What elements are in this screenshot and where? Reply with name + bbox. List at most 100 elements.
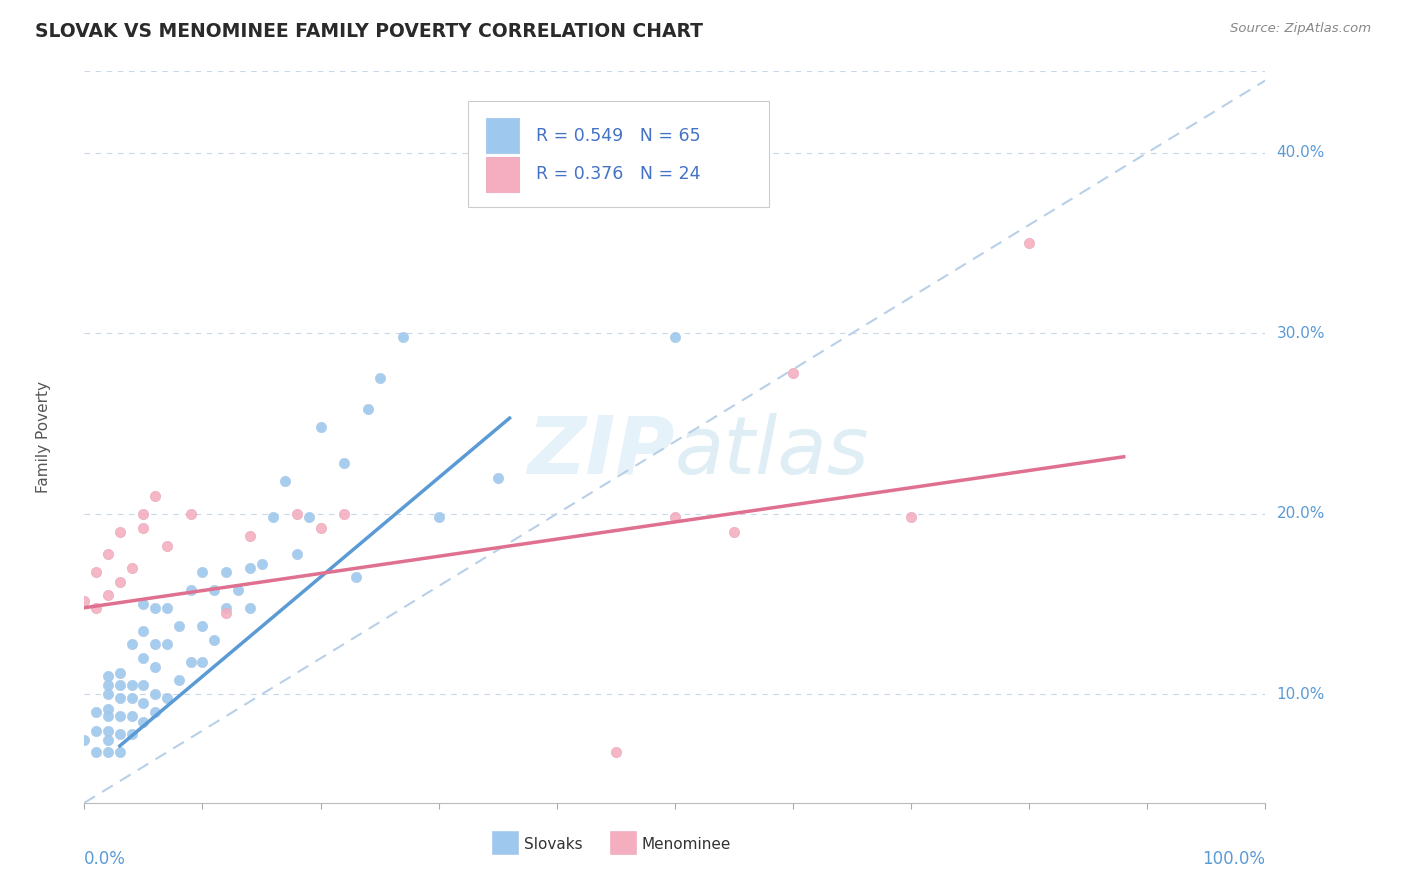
Point (108, 691, 131, 706)
Point (97, 547, 120, 561)
Point (274, 475, 297, 489)
Text: SLOVAK VS MENOMINEE FAMILY POVERTY CORRELATION CHART: SLOVAK VS MENOMINEE FAMILY POVERTY CORRE… (35, 22, 703, 41)
Point (427, 510, 450, 524)
Point (143, 489, 166, 503)
Point (84, 706, 107, 720)
Point (143, 688, 166, 702)
Point (108, 727, 131, 741)
Point (97, 688, 120, 702)
Point (250, 558, 273, 572)
Point (132, 521, 155, 535)
Point (121, 691, 143, 706)
Point (121, 709, 143, 723)
Point (226, 582, 249, 597)
Point (143, 600, 166, 615)
Text: R = 0.376   N = 24: R = 0.376 N = 24 (536, 166, 700, 184)
Point (132, 714, 155, 729)
Point (143, 706, 166, 720)
Point (97, 702, 120, 716)
Point (167, 673, 190, 687)
Text: 10.0%: 10.0% (1277, 687, 1324, 702)
Point (239, 561, 262, 575)
Bar (486, 118, 519, 153)
Point (108, 745, 131, 759)
Point (132, 651, 155, 665)
Point (97, 588, 120, 602)
Point (143, 637, 166, 651)
Point (121, 637, 143, 651)
Text: 20.0%: 20.0% (1277, 507, 1324, 521)
Text: Menominee: Menominee (641, 837, 731, 852)
Text: 100.0%: 100.0% (1202, 850, 1265, 868)
Point (108, 665, 131, 680)
Point (298, 510, 321, 524)
Point (156, 691, 179, 706)
Text: 40.0%: 40.0% (1277, 145, 1324, 161)
Point (84, 600, 107, 615)
Point (262, 510, 284, 524)
FancyBboxPatch shape (468, 101, 769, 207)
Point (156, 637, 179, 651)
Point (239, 600, 262, 615)
Point (108, 524, 131, 539)
Point (121, 727, 143, 741)
Point (97, 745, 120, 759)
Point (605, 745, 627, 759)
Point (132, 697, 155, 711)
Point (97, 669, 120, 683)
Point (108, 678, 131, 692)
Bar (610, 830, 636, 854)
Text: ZIP: ZIP (527, 413, 675, 491)
Point (84, 745, 107, 759)
Point (215, 600, 238, 615)
Point (239, 528, 262, 542)
Text: atlas: atlas (675, 413, 870, 491)
Point (132, 678, 155, 692)
Point (132, 597, 155, 611)
Point (191, 655, 214, 669)
Point (108, 709, 131, 723)
Point (285, 547, 308, 561)
Text: 30.0%: 30.0% (1277, 326, 1324, 341)
Point (392, 330, 415, 344)
Text: Family Poverty: Family Poverty (35, 381, 51, 493)
Point (84, 565, 107, 579)
Point (84, 723, 107, 738)
Text: R = 0.549   N = 65: R = 0.549 N = 65 (536, 127, 700, 145)
Point (664, 510, 686, 524)
Point (782, 366, 804, 380)
Point (167, 619, 190, 633)
Point (97, 709, 120, 723)
Point (215, 606, 238, 620)
Point (285, 507, 308, 521)
Point (191, 565, 214, 579)
Point (156, 600, 179, 615)
Point (191, 619, 214, 633)
Point (309, 521, 332, 535)
Point (143, 660, 166, 674)
Text: 0.0%: 0.0% (84, 850, 127, 868)
Text: Slovaks: Slovaks (523, 837, 582, 852)
Point (202, 633, 225, 648)
Point (121, 678, 143, 692)
Point (309, 420, 332, 434)
Point (73, 593, 96, 607)
Point (73, 732, 96, 747)
Bar (486, 157, 519, 192)
Text: Source: ZipAtlas.com: Source: ZipAtlas.com (1230, 22, 1371, 36)
Point (97, 678, 120, 692)
Point (180, 507, 202, 521)
Point (486, 471, 509, 485)
Point (664, 330, 686, 344)
Point (1018, 235, 1040, 250)
Point (121, 561, 143, 575)
Point (333, 456, 356, 470)
Point (333, 507, 356, 521)
Point (180, 582, 202, 597)
Bar (492, 830, 517, 854)
Point (357, 402, 380, 417)
Point (132, 624, 155, 639)
Point (215, 565, 238, 579)
Point (97, 732, 120, 747)
Point (723, 524, 745, 539)
